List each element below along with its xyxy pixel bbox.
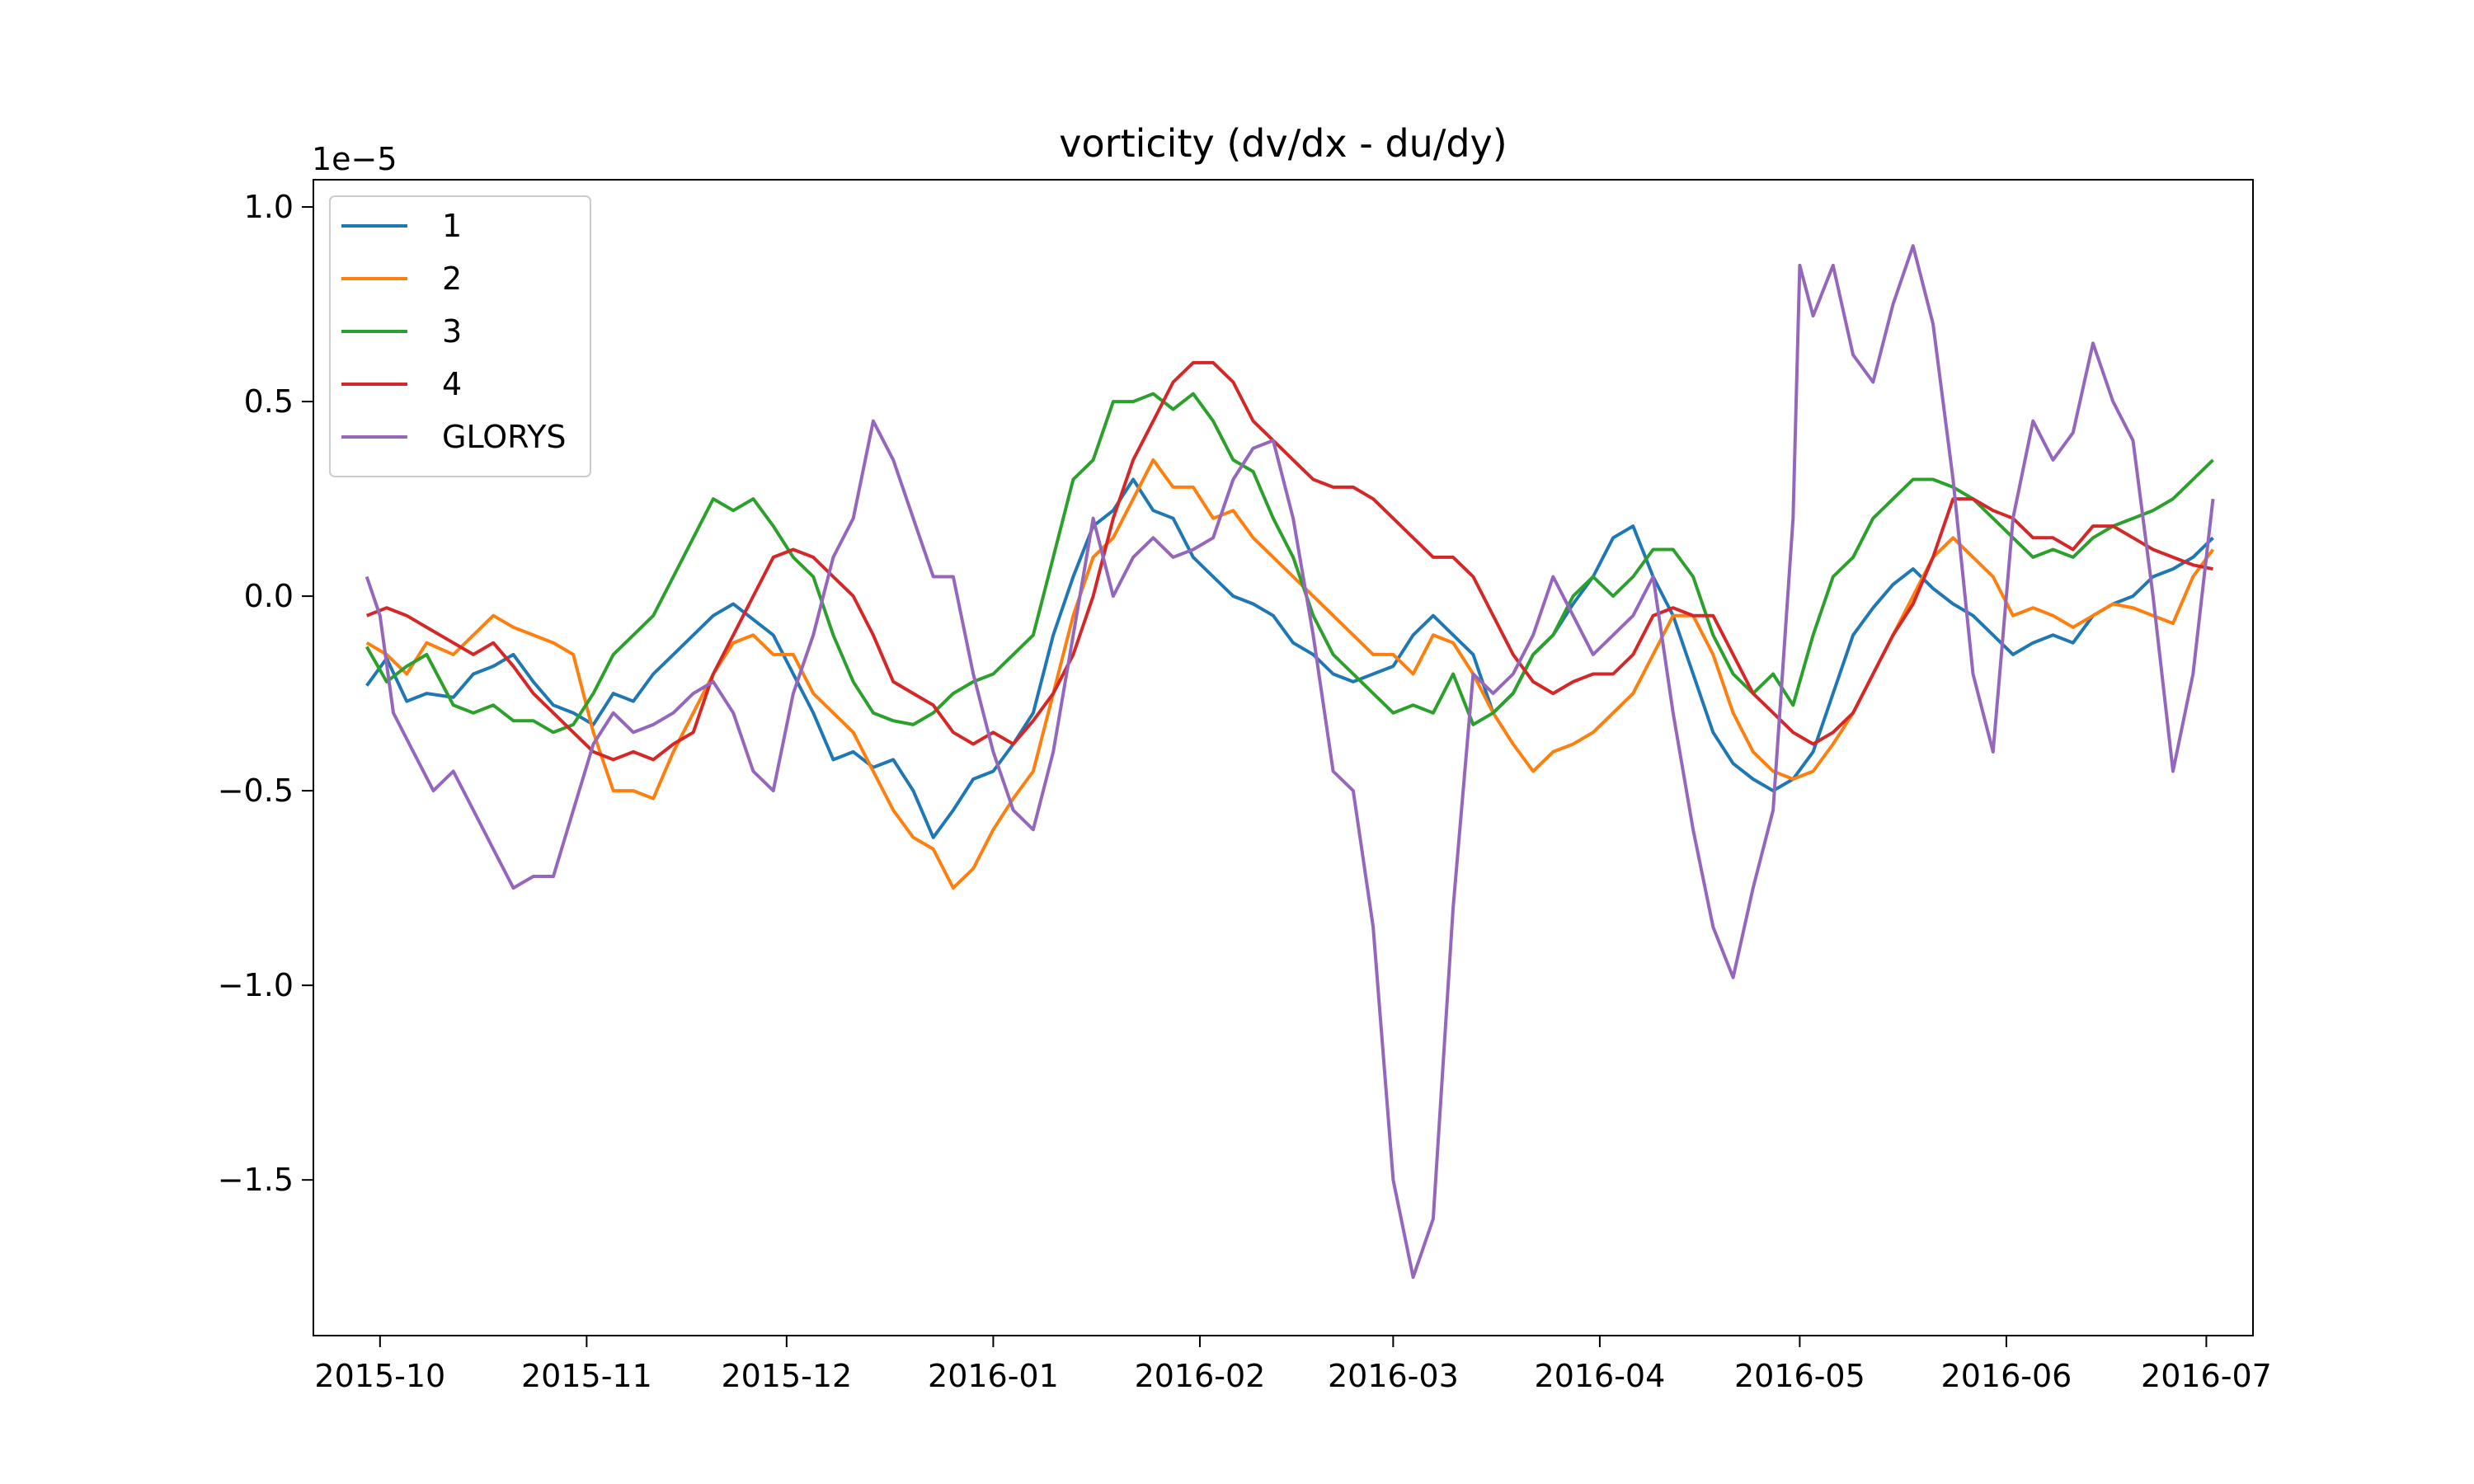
x-tick-label: 2016-01 <box>928 1358 1059 1394</box>
legend-label-glorys: GLORYS <box>442 419 566 455</box>
y-tick-label: 0.0 <box>244 578 294 614</box>
plot-lines <box>365 244 2215 1280</box>
x-tick-label: 2016-03 <box>1328 1358 1459 1394</box>
y-offset-label: 1e−5 <box>312 141 397 177</box>
y-tick-label: −1.0 <box>218 967 294 1003</box>
x-tick-label: 2016-05 <box>1734 1358 1865 1394</box>
legend-label-2: 2 <box>442 261 462 297</box>
y-tick-label: −1.5 <box>218 1162 294 1198</box>
y-axis: 1.0 0.5 0.0 −0.5 −1.0 −1.5 <box>218 189 313 1198</box>
plot-frame <box>313 179 2254 1336</box>
x-tick-label: 2015-11 <box>521 1358 652 1394</box>
legend: 1 2 3 4 GLORYS <box>329 195 591 477</box>
series-line-1 <box>365 477 2214 839</box>
x-tick-label: 2015-12 <box>721 1358 852 1394</box>
x-tick-label: 2016-06 <box>1941 1358 2072 1394</box>
series-line-3 <box>365 392 2214 735</box>
series-line-glorys <box>365 244 2215 1280</box>
x-tick-label: 2015-10 <box>314 1358 445 1394</box>
legend-box <box>329 195 591 477</box>
legend-label-4: 4 <box>442 366 462 402</box>
x-tick-label: 2016-02 <box>1135 1358 1266 1394</box>
legend-label-1: 1 <box>442 208 462 244</box>
chart-title: vorticity (dv/dx - du/dy) <box>1059 121 1507 166</box>
series-line-4 <box>365 360 2213 762</box>
y-tick-label: −0.5 <box>218 773 294 809</box>
y-tick-label: 0.5 <box>244 383 294 420</box>
legend-label-3: 3 <box>442 313 462 350</box>
x-axis: 2015-10 2015-11 2015-12 2016-01 2016-02 2016-… <box>314 1336 2272 1394</box>
x-tick-label: 2016-04 <box>1535 1358 1666 1394</box>
y-tick-label: 1.0 <box>244 189 294 225</box>
x-tick-label: 2016-07 <box>2141 1358 2272 1394</box>
